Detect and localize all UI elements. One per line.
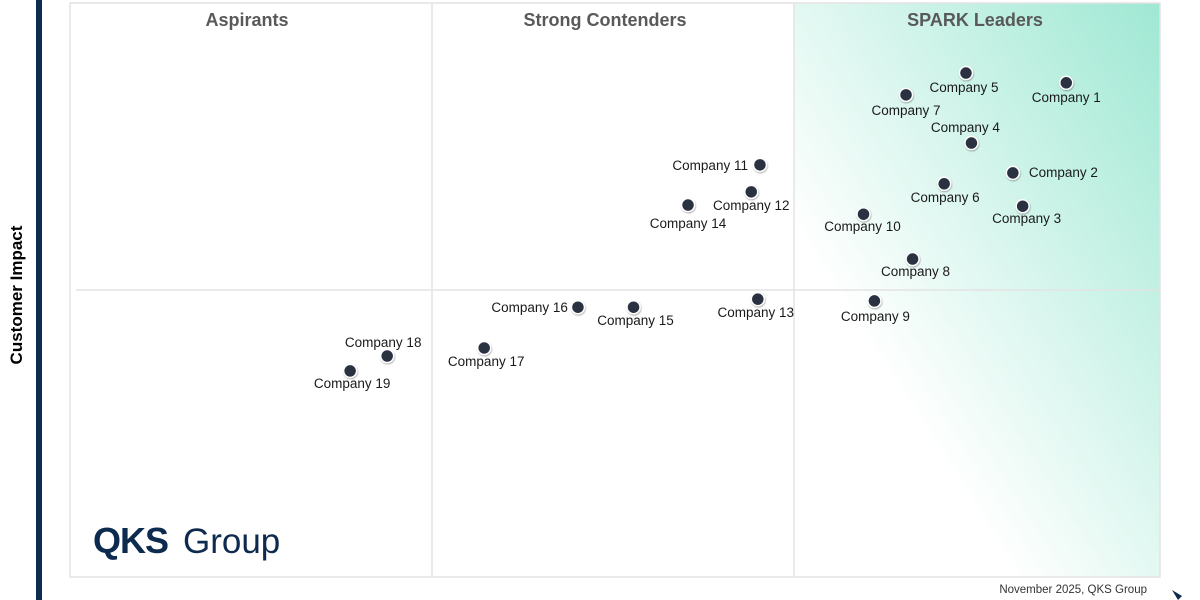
data-point (1059, 75, 1074, 91)
data-point (898, 87, 914, 103)
data-label: Company 19 (314, 376, 391, 391)
data-point-group: Company 7 (872, 87, 941, 118)
data-label: Company 1 (1032, 90, 1101, 105)
data-point-group: Company 3 (992, 198, 1061, 226)
data-label: Company 3 (992, 211, 1061, 226)
data-point (476, 340, 492, 356)
data-point (1005, 165, 1021, 181)
quadrant-title-spark-leaders: SPARK Leaders (907, 10, 1043, 30)
data-point-group: Company 12 (713, 184, 790, 213)
data-label: Company 18 (345, 335, 422, 350)
data-point (626, 299, 641, 315)
data-point-group: Company 11 (672, 157, 768, 173)
logo-light: Group (183, 522, 280, 561)
data-point-group: Company 16 (491, 299, 586, 315)
data-point-group: Company 13 (718, 291, 795, 320)
data-point (936, 176, 952, 192)
data-label: Company 12 (713, 198, 790, 213)
data-point (905, 251, 920, 267)
data-point-group: Company 17 (448, 340, 525, 369)
data-point (867, 293, 882, 309)
data-point (1015, 198, 1030, 214)
data-point-group: Company 6 (911, 176, 980, 205)
data-point (342, 363, 358, 379)
data-point-group: Company 5 (929, 65, 999, 95)
data-label: Company 7 (872, 103, 941, 118)
data-point (856, 206, 871, 222)
data-point (570, 299, 586, 315)
arrow-icon (1172, 590, 1182, 600)
data-point (964, 135, 979, 151)
data-label: Company 10 (824, 219, 901, 234)
data-point (680, 197, 696, 213)
data-point-group: Company 9 (841, 293, 910, 324)
left-axis-bar (36, 0, 42, 600)
data-point-group: Company 1 (1032, 75, 1101, 105)
data-label: Company 8 (881, 264, 950, 279)
qks-logo: QKS Group (93, 520, 280, 561)
data-label: Company 14 (650, 216, 727, 231)
data-label: Company 4 (931, 120, 1001, 135)
data-point (752, 157, 768, 173)
data-label: Company 15 (597, 313, 674, 328)
data-label: Company 16 (491, 300, 568, 315)
points-layer: Company 1 Company 2 Company 3 Company 4 Comp… (314, 65, 1101, 391)
data-point (958, 65, 974, 81)
data-label: Company 6 (911, 190, 980, 205)
quadrant-title-strong-contenders: Strong Contenders (523, 10, 686, 30)
data-point (379, 348, 395, 364)
data-point-group: Company 4 (931, 120, 1001, 151)
data-point-group: Company 14 (650, 197, 727, 231)
data-point-group: Company 2 (1005, 165, 1098, 181)
quadrant-title-aspirants: Aspirants (205, 10, 288, 30)
data-point (744, 184, 759, 200)
y-axis-label: Customer Impact (7, 225, 26, 364)
data-label: Company 9 (841, 309, 910, 324)
data-point-group: Company 19 (314, 363, 391, 391)
data-label: Company 2 (1029, 165, 1098, 180)
data-point-group: Company 10 (824, 206, 901, 234)
logo-bold: QKS (93, 520, 168, 561)
data-label: Company 11 (672, 158, 748, 173)
data-label: Company 5 (929, 80, 998, 95)
data-point (750, 291, 766, 307)
data-point-group: Company 18 (345, 335, 422, 364)
data-label: Company 17 (448, 354, 525, 369)
data-point-group: Company 8 (881, 251, 950, 279)
data-label: Company 13 (718, 305, 795, 320)
data-point-group: Company 15 (597, 299, 674, 328)
footer-note: November 2025, QKS Group (999, 584, 1147, 596)
